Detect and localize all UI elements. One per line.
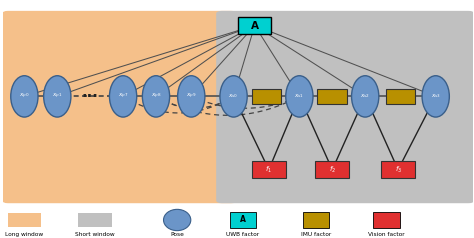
Ellipse shape <box>142 76 170 117</box>
Ellipse shape <box>11 76 38 117</box>
Text: $x_{p0}$: $x_{p0}$ <box>19 92 30 101</box>
Ellipse shape <box>286 76 313 117</box>
Text: $f_1$: $f_1$ <box>265 164 273 175</box>
Ellipse shape <box>220 76 247 117</box>
Text: IMU factor: IMU factor <box>301 232 331 237</box>
Ellipse shape <box>109 76 137 117</box>
Ellipse shape <box>178 76 205 117</box>
FancyBboxPatch shape <box>238 17 271 34</box>
Ellipse shape <box>422 76 449 117</box>
FancyBboxPatch shape <box>78 213 111 227</box>
Ellipse shape <box>44 76 71 117</box>
Text: $f_3$: $f_3$ <box>394 164 401 175</box>
Text: $x_{s1}$: $x_{s1}$ <box>294 92 304 100</box>
Text: Long window: Long window <box>5 232 44 237</box>
Text: $x_{p8}$: $x_{p8}$ <box>151 92 161 101</box>
Text: $x_{s0}$: $x_{s0}$ <box>228 92 238 100</box>
Text: UWB factor: UWB factor <box>227 232 260 237</box>
FancyBboxPatch shape <box>252 89 281 104</box>
Text: Vision factor: Vision factor <box>368 232 405 237</box>
Ellipse shape <box>164 209 191 231</box>
FancyBboxPatch shape <box>2 11 237 203</box>
FancyBboxPatch shape <box>8 213 41 227</box>
Text: Short window: Short window <box>75 232 115 237</box>
FancyBboxPatch shape <box>373 212 400 228</box>
Ellipse shape <box>352 76 379 117</box>
FancyBboxPatch shape <box>386 89 415 104</box>
Text: A: A <box>240 215 246 224</box>
Text: $f_2$: $f_2$ <box>329 164 336 175</box>
FancyBboxPatch shape <box>216 11 474 203</box>
FancyBboxPatch shape <box>315 161 349 178</box>
Text: Pose: Pose <box>170 232 184 237</box>
FancyBboxPatch shape <box>381 161 415 178</box>
FancyBboxPatch shape <box>230 212 256 228</box>
FancyBboxPatch shape <box>303 212 329 228</box>
Text: ···: ··· <box>82 89 99 104</box>
Text: $x_{p1}$: $x_{p1}$ <box>52 92 63 101</box>
Text: A: A <box>251 20 259 30</box>
FancyBboxPatch shape <box>318 89 347 104</box>
Text: $x_{s3}$: $x_{s3}$ <box>431 92 441 100</box>
Text: $x_{p7}$: $x_{p7}$ <box>118 92 128 101</box>
Text: $x_{p9}$: $x_{p9}$ <box>186 92 197 101</box>
Text: $x_{s2}$: $x_{s2}$ <box>360 92 370 100</box>
FancyBboxPatch shape <box>252 161 286 178</box>
